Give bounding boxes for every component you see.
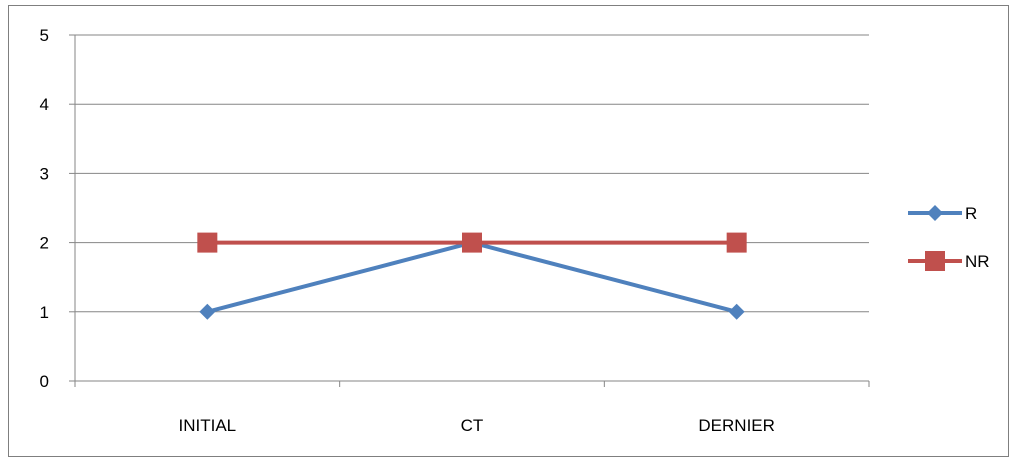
series-layer	[197, 232, 747, 320]
legend-label-nr: NR	[965, 252, 990, 271]
x-tick-label-ct: CT	[461, 416, 484, 435]
marker-r-initial	[199, 303, 216, 320]
y-tick-label-1: 1	[40, 303, 49, 322]
y-tick-label-5: 5	[40, 26, 49, 45]
y-tick-label-3: 3	[40, 164, 49, 183]
legend-marker-r	[927, 205, 943, 221]
y-tick-labels: 0 1 2 3 4 5	[40, 26, 49, 391]
x-tick-label-dernier: DERNIER	[698, 416, 775, 435]
y-tick-label-0: 0	[40, 372, 49, 391]
x-tick-label-initial: INITIAL	[179, 416, 237, 435]
legend-item-nr: NR	[908, 251, 990, 271]
marker-nr-ct	[462, 232, 482, 253]
legend-marker-nr	[925, 251, 945, 271]
y-tick-label-4: 4	[40, 95, 49, 114]
marker-r-dernier	[728, 303, 745, 320]
series-nr	[197, 232, 747, 253]
axes	[69, 34, 870, 387]
chart-frame	[8, 5, 1009, 457]
y-tick-label-2: 2	[40, 234, 49, 253]
x-tick-labels: INITIAL CT DERNIER	[179, 416, 775, 435]
marker-nr-initial	[197, 232, 218, 253]
series-line-r	[206, 240, 738, 314]
legend-item-r: R	[908, 204, 977, 223]
marker-nr-dernier	[726, 232, 747, 253]
legend-label-r: R	[965, 204, 977, 223]
gridlines	[75, 34, 869, 313]
legend: R NR	[908, 204, 990, 271]
